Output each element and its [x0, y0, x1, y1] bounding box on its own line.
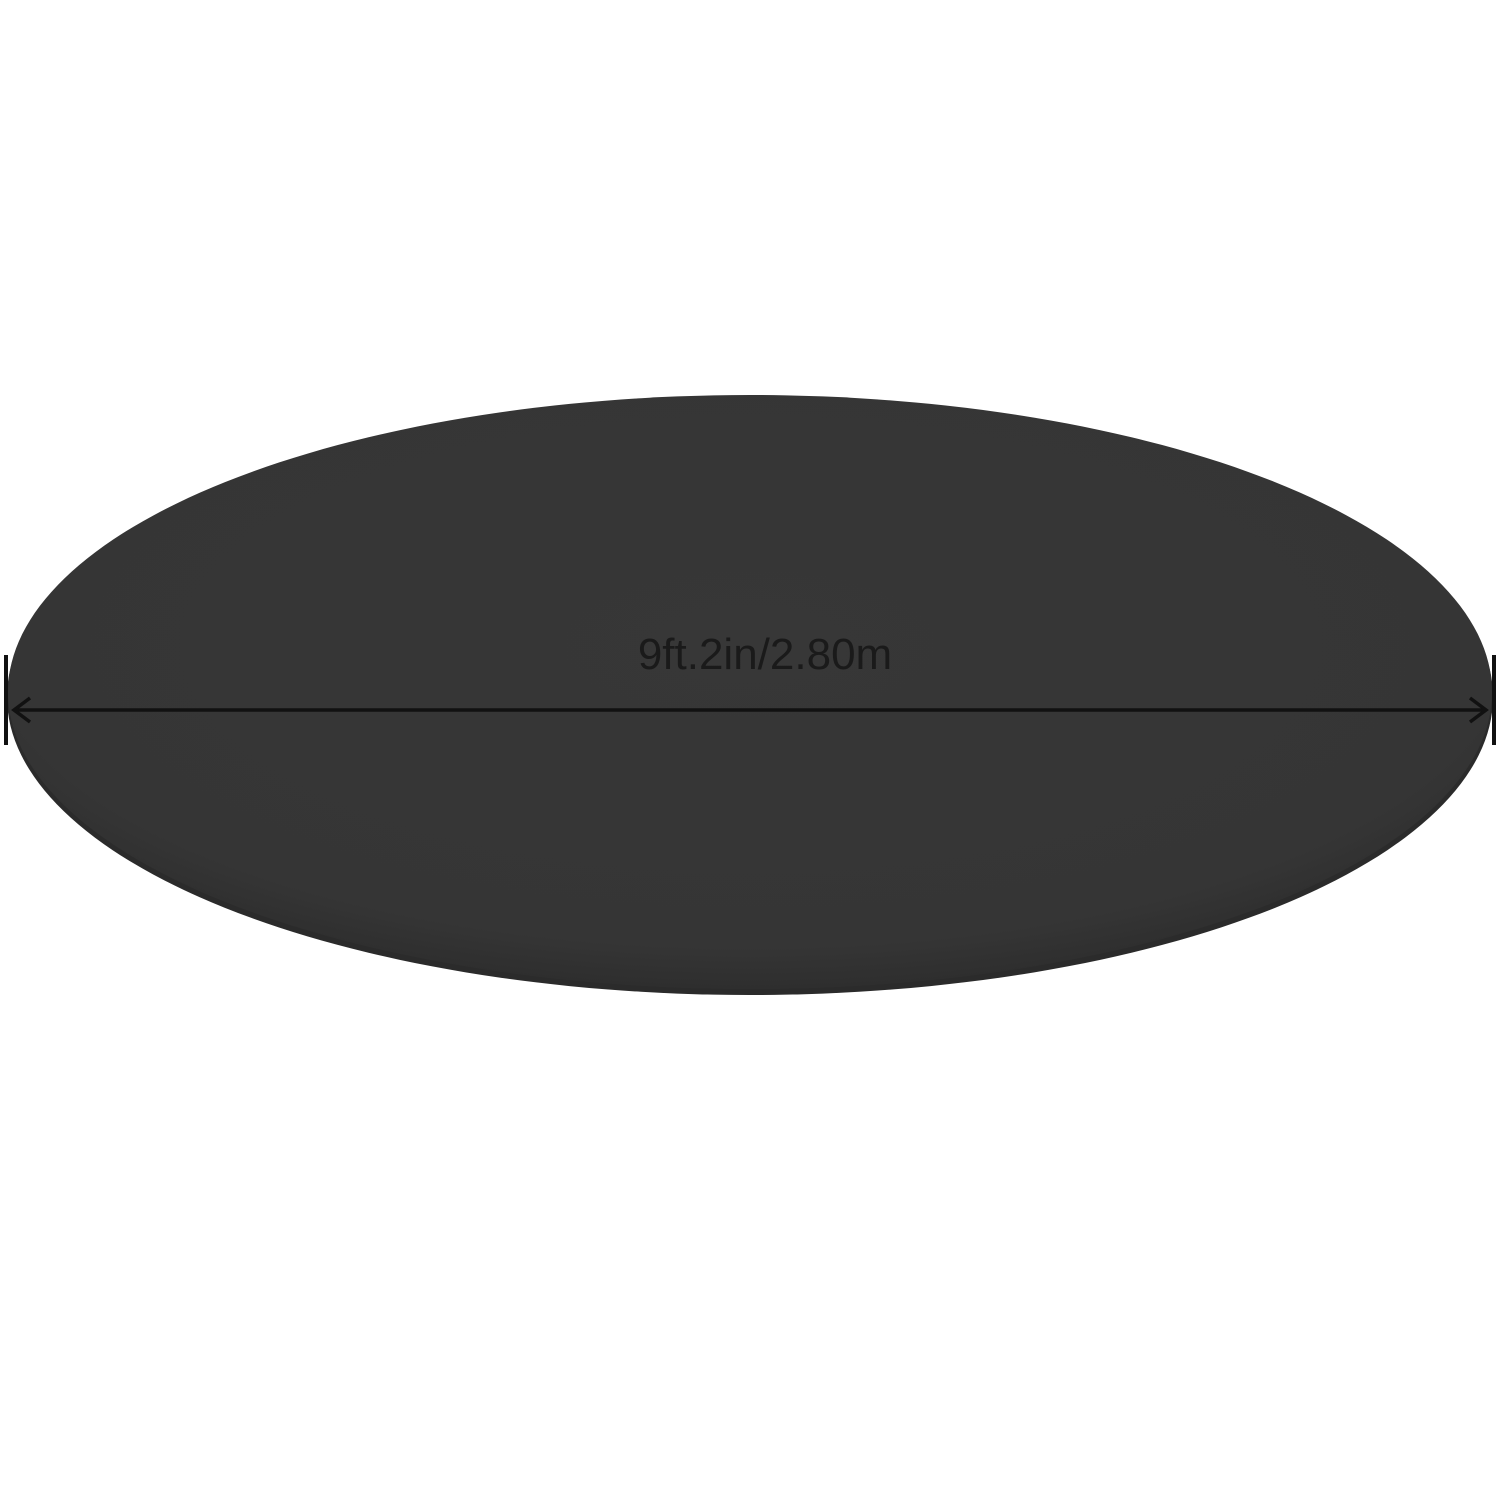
width-dimension: 9ft.2in/2.80m: [4, 630, 1496, 745]
pool-cover: [7, 395, 1493, 995]
dimension-label: 9ft.2in/2.80m: [638, 630, 892, 679]
pool-cover-surface: [8, 395, 1492, 989]
dimension-right-arrowhead: [1468, 696, 1489, 724]
dimension-left-arrowhead: [11, 696, 32, 724]
